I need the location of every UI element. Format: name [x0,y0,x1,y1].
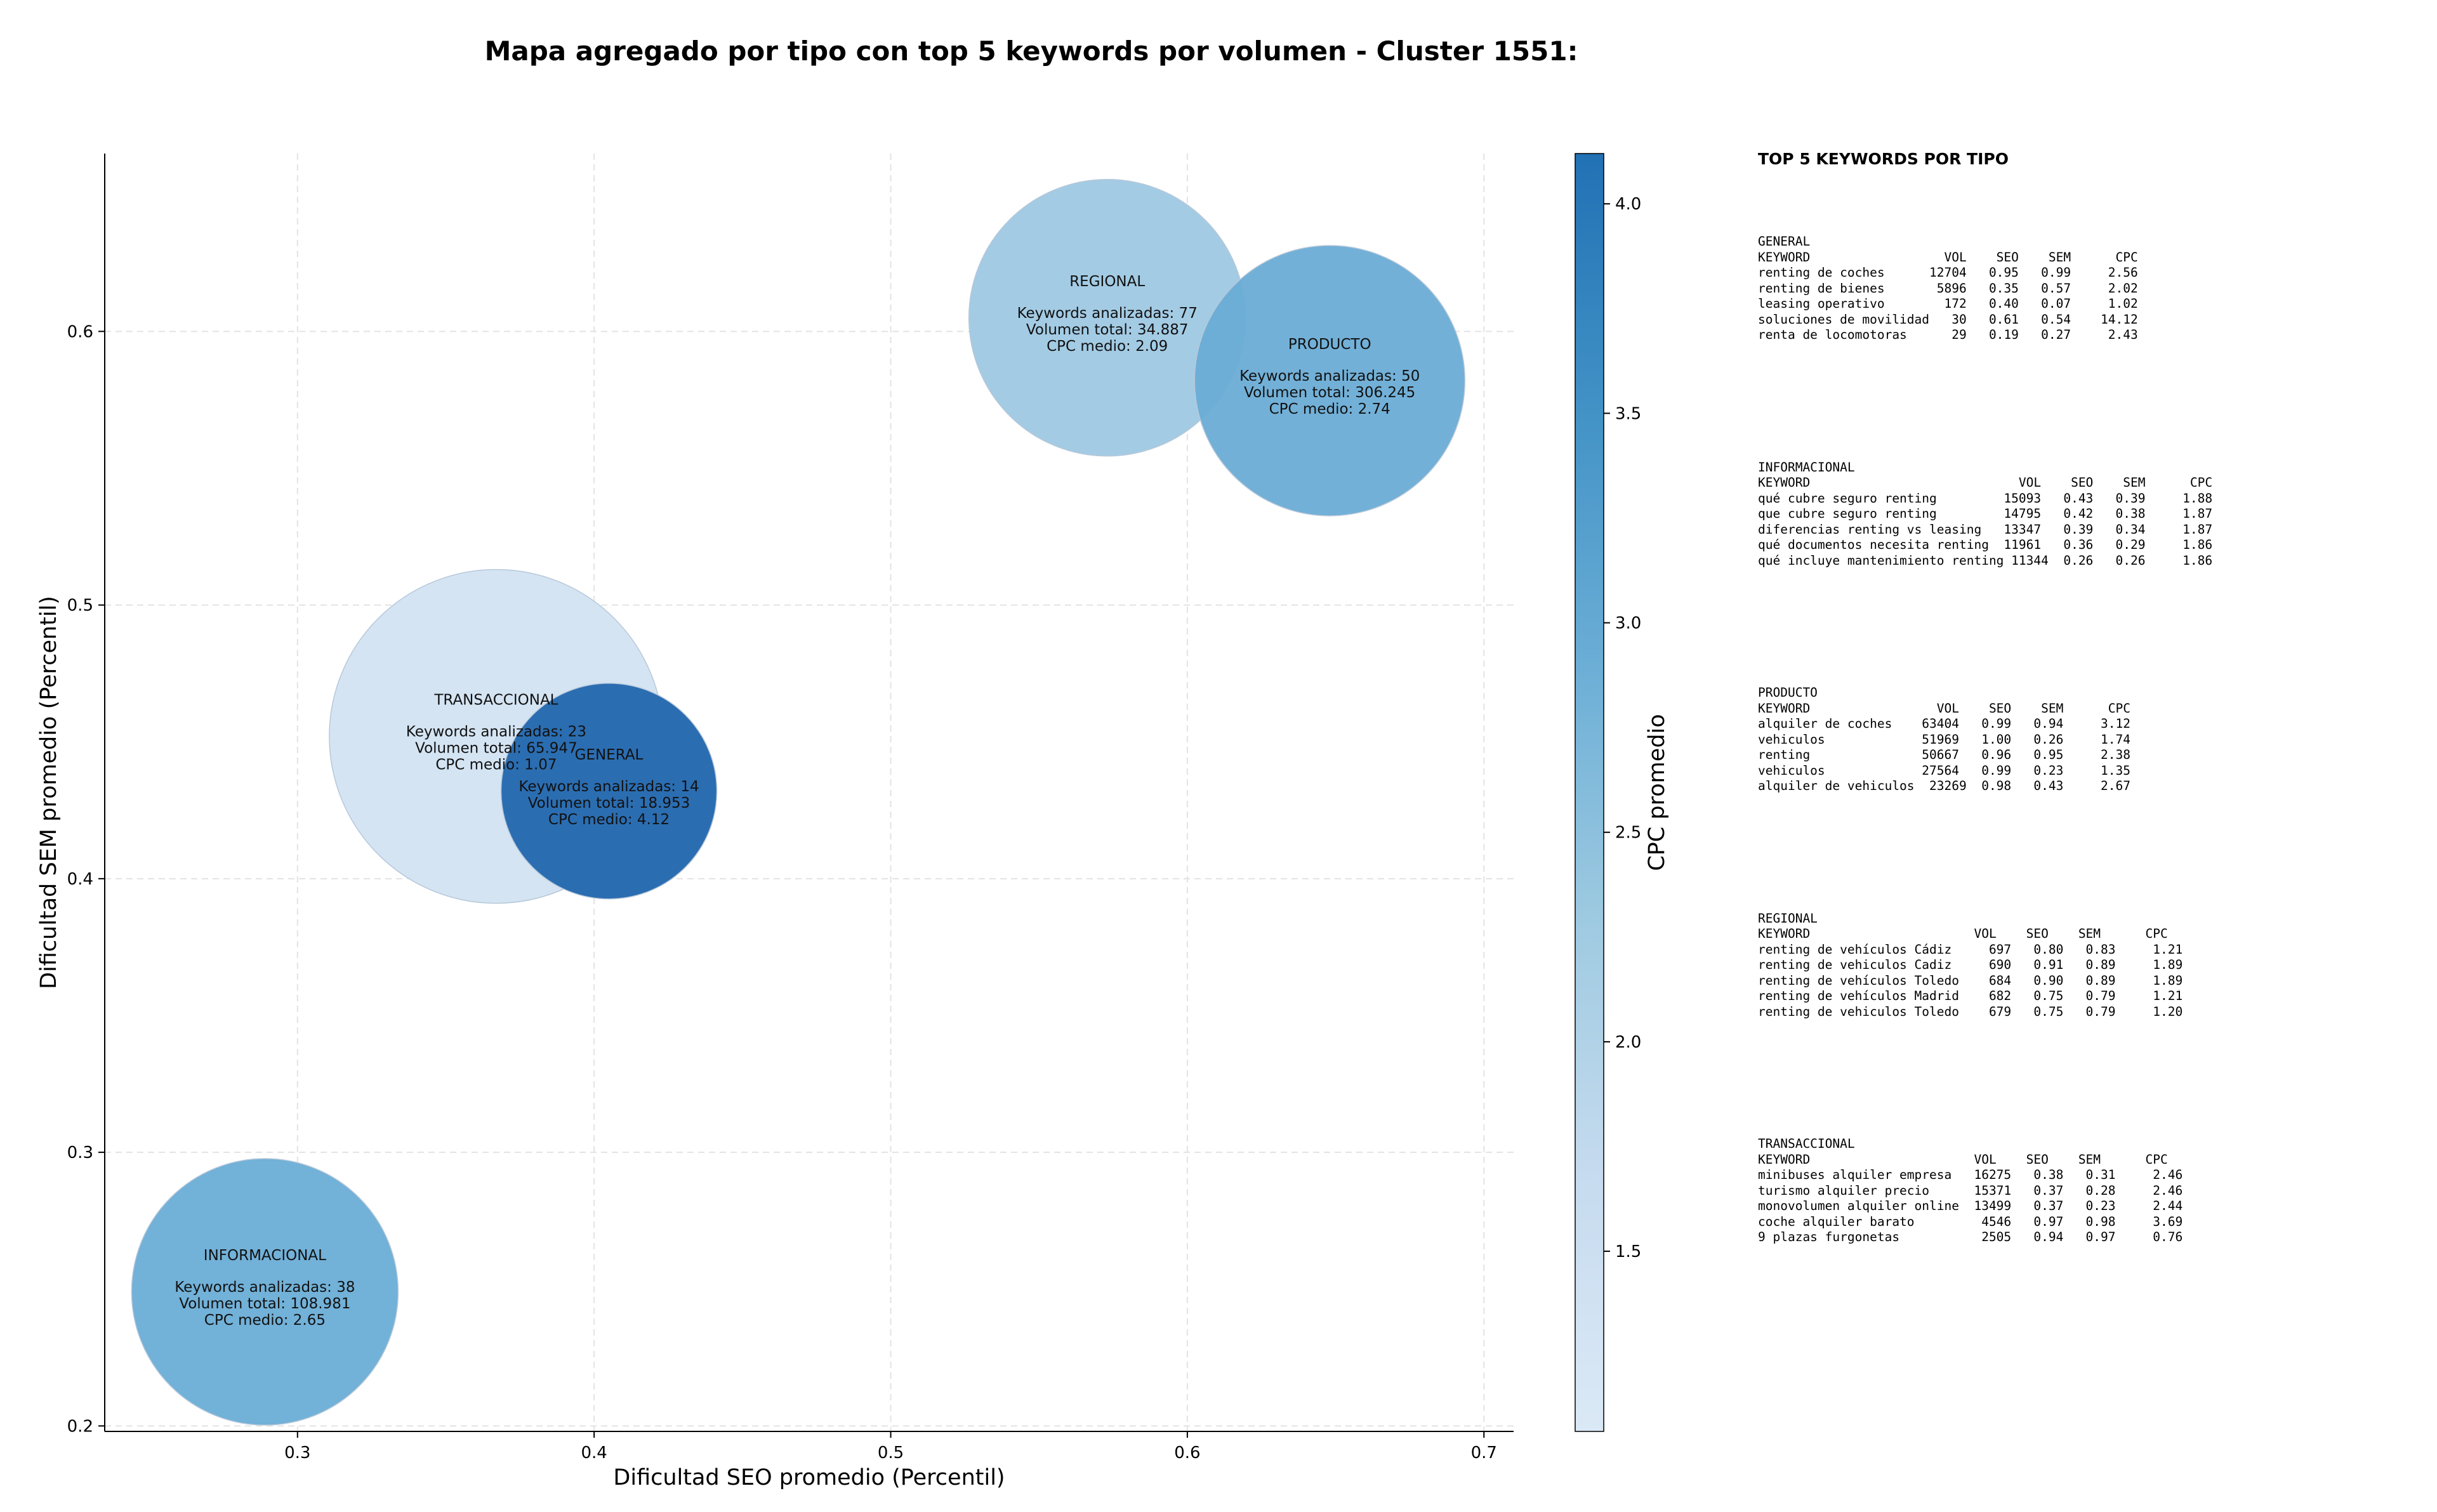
bubble-keywords-label: Keywords analizadas: 77 [1017,305,1198,322]
bubble-cpc-label: CPC medio: 2.09 [1047,338,1168,355]
x-axis-label: Dificultad SEO promedio (Percentil) [613,1465,1005,1490]
bubble-category-label: INFORMACIONAL [204,1247,326,1264]
colorbar-tick-label: 1.5 [1615,1242,1641,1261]
colorbar-tick-label: 3.5 [1615,404,1641,423]
bubble-keywords-label: Keywords analizadas: 14 [518,779,699,795]
colorbar: 1.5 2.0 2.5 3.0 3.5 4.0 CPC promedio [1575,153,1670,1432]
x-tick-label: 0.5 [878,1443,904,1463]
top-keywords-panel: TOP 5 KEYWORDS POR TIPO GENERAL KEYWORD … [1758,150,2418,1362]
bubble-volume-label: Volumen total: 18.953 [528,795,690,812]
bubble-volume-label: Volumen total: 34.887 [1026,322,1189,338]
y-tick-label: 0.2 [67,1417,93,1436]
x-tick-label: 0.4 [581,1443,607,1463]
bubble-category-label: TRANSACCIONAL [433,692,558,709]
bubble-general [500,683,718,900]
bubble-volume-label: Volumen total: 306.245 [1244,385,1415,401]
bubble-cpc-label: CPC medio: 2.74 [1269,401,1390,417]
bubble-producto [1194,245,1465,516]
x-tick-label: 0.3 [284,1443,310,1463]
y-tick-label: 0.5 [67,596,93,615]
bubble-keywords-label: Keywords analizadas: 50 [1239,368,1420,385]
keyword-table-text: PRODUCTO KEYWORD VOL SEO SEM CPC alquile… [1758,685,2130,793]
bubble-cpc-label: CPC medio: 2.65 [204,1312,326,1329]
y-tick-label: 0.4 [67,870,93,889]
chart-title: Mapa agregado por tipo con top 5 keyword… [484,36,1578,67]
keyword-table-transaccional: TRANSACCIONAL KEYWORD VOL SEO SEM CPC mi… [1758,1136,2418,1246]
keyword-table-text: GENERAL KEYWORD VOL SEO SEM CPC renting … [1758,234,2138,342]
colorbar-label: CPC promedio [1644,714,1670,871]
bubble-cpc-label: CPC medio: 1.07 [435,757,557,773]
bubble-keywords-label: Keywords analizadas: 23 [406,724,586,740]
colorbar-tick-label: 4.0 [1615,195,1641,214]
y-axis-label: Dificultad SEM promedio (Percentil) [36,596,62,989]
grid-lines [105,154,1514,1431]
keyword-table-general: GENERAL KEYWORD VOL SEO SEM CPC renting … [1758,234,2418,343]
keyword-table-regional: REGIONAL KEYWORD VOL SEO SEM CPC renting… [1758,911,2418,1020]
keyword-table-text: REGIONAL KEYWORD VOL SEO SEM CPC renting… [1758,910,2183,1019]
colorbar-tick-label: 2.0 [1615,1033,1641,1052]
x-tick-label: 0.6 [1174,1443,1200,1463]
panel-title: TOP 5 KEYWORDS POR TIPO [1758,150,2009,168]
bubble-volume-label: Volumen total: 108.981 [179,1296,350,1312]
y-tick-label: 0.3 [67,1143,93,1162]
x-tick-label: 0.7 [1471,1443,1497,1463]
bubble-informacional [131,1158,399,1426]
colorbar-gradient [1575,153,1604,1432]
colorbar-tick-label: 2.5 [1615,824,1641,843]
colorbar-tick-label: 3.0 [1615,614,1641,633]
y-tick-label: 0.6 [67,322,93,341]
keyword-table-producto: PRODUCTO KEYWORD VOL SEO SEM CPC alquile… [1758,685,2418,794]
bubbles [131,179,1465,1426]
bubble-category-label: GENERAL [575,747,644,763]
keyword-table-text: TRANSACCIONAL KEYWORD VOL SEO SEM CPC mi… [1758,1136,2183,1244]
keyword-table-informacional: INFORMACIONAL KEYWORD VOL SEO SEM CPC qu… [1758,460,2418,569]
bubble-category-label: REGIONAL [1069,273,1145,290]
keyword-table-text: INFORMACIONAL KEYWORD VOL SEO SEM CPC qu… [1758,459,2213,568]
bubble-cpc-label: CPC medio: 4.12 [548,812,670,828]
bubble-keywords-label: Keywords analizadas: 38 [175,1279,355,1296]
bubble-volume-label: Volumen total: 65.947 [415,740,578,757]
axes: 0.3 0.4 0.5 0.6 0.7 0.2 0.3 0.4 0.5 0.6 Dificultad… [36,154,1514,1490]
bubble-category-label: PRODUCTO [1288,336,1371,353]
